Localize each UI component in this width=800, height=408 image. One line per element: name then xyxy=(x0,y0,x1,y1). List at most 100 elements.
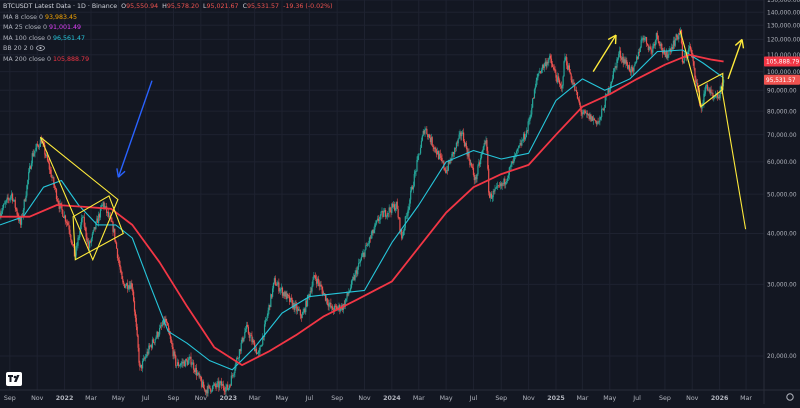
candle-body xyxy=(646,43,649,46)
candle-body xyxy=(618,53,620,59)
candle-body xyxy=(230,375,232,386)
candle-body xyxy=(446,170,449,171)
candle-body xyxy=(454,148,457,149)
candle-body xyxy=(538,72,540,74)
candle-body xyxy=(530,114,532,117)
candle-body xyxy=(697,82,699,88)
candle-body xyxy=(270,294,272,308)
candle-body xyxy=(317,278,319,283)
settings-gear-icon[interactable] xyxy=(786,393,794,401)
candle-body xyxy=(463,141,466,147)
candle-body xyxy=(79,231,81,238)
candle-body xyxy=(216,382,218,388)
candle-body xyxy=(417,155,419,160)
indicator-ma25[interactable]: MA 25 close 0 91,001.49 xyxy=(3,23,333,34)
x-tick-label: 2023 xyxy=(219,395,237,402)
candle-body xyxy=(616,59,618,68)
annotation-channel[interactable] xyxy=(697,72,724,108)
candle-body xyxy=(329,302,331,304)
x-tick-label: Mar xyxy=(740,395,752,402)
annotation-channel[interactable] xyxy=(72,195,124,261)
indicator-ma100[interactable]: MA 100 close 0 96,561.47 xyxy=(3,34,333,45)
annotation-arrow[interactable] xyxy=(117,80,153,178)
candle-body xyxy=(481,150,484,154)
candle-body xyxy=(84,226,86,228)
candle-body xyxy=(97,218,99,224)
candle-body xyxy=(199,375,201,377)
candle-body xyxy=(483,143,485,147)
candle-body xyxy=(376,218,379,221)
candle-body xyxy=(72,244,75,246)
candle-body xyxy=(140,364,142,368)
candle-body xyxy=(520,142,522,146)
candle-body xyxy=(120,269,122,273)
candle-body xyxy=(637,51,640,59)
annotation-line[interactable] xyxy=(720,86,747,230)
candle-body xyxy=(595,120,597,125)
candle-body xyxy=(188,358,190,361)
candle-body xyxy=(144,357,146,360)
candle-body xyxy=(4,202,6,204)
candle-body xyxy=(647,45,649,50)
indicator-ma200[interactable]: MA 200 close 0 105,888.79 xyxy=(3,55,333,66)
candle-body xyxy=(502,183,504,185)
candle-body xyxy=(386,213,388,217)
candle-body xyxy=(126,283,128,289)
candle-body xyxy=(409,199,411,207)
candle-body xyxy=(125,283,128,286)
candle-body xyxy=(351,279,354,281)
candle-body xyxy=(487,150,489,169)
series-ma-200-close-0[interactable] xyxy=(0,53,724,366)
candle-body xyxy=(436,151,439,155)
candle-body xyxy=(3,203,6,205)
candle-body xyxy=(346,293,348,299)
candle-body xyxy=(591,116,593,122)
candle-body xyxy=(306,300,308,307)
x-tick-label: Sep xyxy=(331,395,343,402)
indicator-bb[interactable]: BB 20 2 0 xyxy=(3,44,333,55)
candle-body xyxy=(393,204,395,207)
candle-body xyxy=(178,365,180,367)
candle-body xyxy=(183,361,185,364)
ohlc-low: L95,021.67 xyxy=(201,3,239,10)
candle-body xyxy=(180,363,182,365)
candle-body xyxy=(128,285,130,289)
series-ma-100-close-0[interactable] xyxy=(0,49,724,371)
candle-body xyxy=(58,203,60,209)
candle-body xyxy=(259,346,261,351)
candle-body xyxy=(533,89,536,99)
candle-body xyxy=(451,153,453,161)
eye-icon[interactable] xyxy=(35,45,45,52)
candle-body xyxy=(615,66,617,68)
candle-body xyxy=(220,381,223,386)
candle-body xyxy=(280,287,283,290)
candle-body xyxy=(313,275,315,280)
candle-body xyxy=(524,137,527,140)
annotation-line[interactable] xyxy=(679,30,702,107)
candle-body xyxy=(641,38,643,41)
candle-body xyxy=(640,40,642,48)
symbol-title[interactable]: BTCUSDT Latest Data · 1D · Binance xyxy=(3,3,118,10)
candle-body xyxy=(701,105,703,109)
candle-body xyxy=(100,206,102,208)
candle-body xyxy=(367,243,369,246)
x-tick-label: 2022 xyxy=(56,395,74,402)
candle-body xyxy=(491,197,493,199)
candle-body xyxy=(308,294,310,297)
candle-body xyxy=(537,73,539,78)
annotation-triangle[interactable] xyxy=(39,136,119,262)
candle-body xyxy=(357,267,359,275)
candle-body xyxy=(50,169,52,178)
candle-body xyxy=(613,68,615,71)
annotation-arrow[interactable] xyxy=(727,39,743,80)
candle-body xyxy=(390,210,392,213)
annotation-arrow[interactable] xyxy=(592,34,617,73)
candle-body xyxy=(309,291,311,297)
candle-body xyxy=(246,324,249,327)
candle-body xyxy=(449,159,451,164)
candle-body xyxy=(203,388,206,390)
indicator-ma8[interactable]: MA 8 close 0 93,983.45 xyxy=(3,13,333,24)
candle-body xyxy=(648,46,650,50)
